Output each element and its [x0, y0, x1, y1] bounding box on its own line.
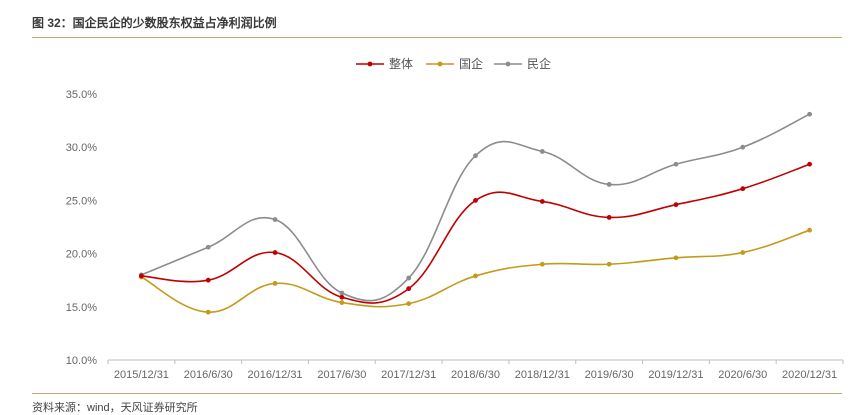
- data-point: [606, 182, 612, 187]
- data-point: [406, 286, 412, 292]
- x-axis: 2015/12/31 2016/6/30 2016/12/31 2017/6/30 20…: [107, 359, 844, 381]
- x-tick-label: 2020/6/30: [718, 369, 767, 381]
- data-point: [539, 149, 545, 154]
- x-tick-label: 2017/12/31: [381, 369, 436, 381]
- data-point: [339, 290, 345, 296]
- series-line-0: [141, 163, 810, 304]
- x-tick-label: 2019/12/31: [648, 369, 703, 381]
- data-point: [272, 217, 278, 222]
- series-line-1: [141, 229, 810, 313]
- x-tick-label: 2020/12/31: [782, 369, 837, 381]
- legend-label: 国企: [459, 56, 483, 71]
- data-point: [606, 261, 612, 267]
- y-axis: 10.0% 15.0% 20.0% 25.0% 30.0% 35.0%: [66, 89, 97, 367]
- source-note: 资料来源：wind，天风证券研究所: [32, 402, 198, 414]
- data-point: [205, 277, 211, 283]
- data-point: [272, 250, 278, 255]
- line-chart: 整体 国企 民企 10.0% 15.0% 20.0% 25.0% 30.0% 35.0% 20…: [66, 56, 844, 381]
- bottom-rule: [32, 393, 842, 394]
- series-line-2: [141, 113, 810, 302]
- y-tick-label: 25.0%: [66, 195, 97, 207]
- y-tick-label: 35.0%: [66, 89, 97, 101]
- x-tick-label: 2017/6/30: [317, 369, 366, 381]
- data-point: [272, 280, 278, 286]
- legend-label: 整体: [389, 56, 413, 71]
- data-point: [339, 300, 345, 305]
- x-tick-label: 2015/12/31: [114, 369, 169, 381]
- data-point: [406, 301, 412, 307]
- figure-title: 图 32：国企民企的少数股东权益占净利润比例: [32, 16, 277, 30]
- top-rule: [32, 37, 842, 38]
- data-point: [740, 186, 746, 192]
- x-tick-label: 2019/6/30: [585, 369, 634, 381]
- data-point: [807, 161, 812, 167]
- data-point: [339, 294, 345, 300]
- data-point: [205, 309, 211, 315]
- data-point: [406, 275, 412, 281]
- data-point: [139, 273, 144, 279]
- data-point: [807, 111, 812, 117]
- x-tick-label: 2016/6/30: [184, 369, 233, 381]
- data-point: [473, 153, 478, 159]
- y-tick-label: 30.0%: [66, 142, 97, 154]
- legend: 整体 国企 民企: [356, 56, 551, 71]
- data-point: [807, 227, 812, 233]
- data-point: [473, 198, 478, 203]
- data-point: [205, 244, 211, 250]
- data-point: [673, 255, 679, 261]
- y-tick-label: 10.0%: [66, 355, 97, 367]
- data-point: [673, 202, 679, 208]
- data-point: [673, 161, 679, 167]
- data-point: [473, 273, 478, 279]
- y-tick-label: 15.0%: [66, 302, 97, 314]
- legend-swatch-marker: [367, 61, 373, 67]
- y-tick-label: 20.0%: [66, 249, 97, 261]
- legend-swatch-marker: [437, 61, 443, 67]
- x-tick-label: 2018/12/31: [515, 369, 570, 381]
- x-tick-label: 2016/12/31: [248, 369, 303, 381]
- legend-label: 民企: [527, 56, 551, 71]
- x-tick-label: 2018/6/30: [451, 369, 500, 381]
- data-point: [539, 199, 545, 204]
- data-point: [740, 144, 746, 150]
- data-point: [539, 261, 545, 267]
- data-point: [606, 215, 612, 220]
- data-point: [740, 250, 746, 255]
- legend-swatch-marker: [505, 61, 511, 67]
- series-group: [139, 111, 812, 315]
